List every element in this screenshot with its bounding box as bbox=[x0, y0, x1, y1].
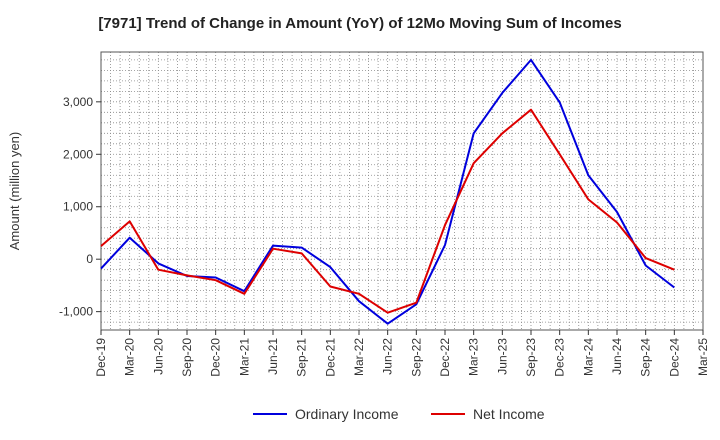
x-tick-label: Sep-20 bbox=[180, 338, 194, 377]
legend: Ordinary Income Net Income bbox=[253, 406, 545, 422]
x-tick-label: Dec-20 bbox=[209, 338, 223, 377]
y-axis-label: Amount (million yen) bbox=[7, 132, 22, 251]
series-line-0 bbox=[100, 58, 675, 325]
y-tick-label: 3,000 bbox=[63, 95, 93, 109]
x-tick-label: Sep-21 bbox=[295, 338, 309, 377]
x-tick-label: Jun-20 bbox=[151, 338, 165, 375]
x-tick-label: Mar-21 bbox=[237, 338, 251, 376]
y-tick-label: 1,000 bbox=[63, 200, 93, 214]
x-tick-label: Jun-23 bbox=[495, 338, 509, 375]
series-line-1 bbox=[100, 108, 675, 314]
x-tick-label: Mar-23 bbox=[467, 338, 481, 376]
x-tick-label: Jun-24 bbox=[610, 338, 624, 375]
x-tick-label: Dec-19 bbox=[94, 338, 108, 377]
x-tick-label: Dec-21 bbox=[323, 338, 337, 377]
x-tick-label: Dec-22 bbox=[438, 338, 452, 377]
x-axis-ticks: Dec-19 Mar-20 Jun-20 Sep-20 Dec-20 Mar-21 Jun-… bbox=[94, 330, 710, 377]
y-axis-ticks: -1,000 0 1,000 2,000 3,000 bbox=[59, 95, 101, 319]
x-tick-label: Jun-22 bbox=[381, 338, 395, 375]
y-tick-label: 0 bbox=[86, 252, 93, 266]
chart-title: [7971] Trend of Change in Amount (YoY) o… bbox=[98, 15, 622, 32]
x-tick-label: Mar-25 bbox=[696, 338, 710, 376]
plot-area-frame bbox=[100, 51, 704, 331]
x-tick-label: Sep-24 bbox=[639, 338, 653, 377]
x-tick-label: Mar-22 bbox=[352, 338, 366, 376]
x-tick-label: Sep-22 bbox=[409, 338, 423, 377]
x-tick-label: Mar-24 bbox=[581, 338, 595, 376]
x-tick-label: Sep-23 bbox=[524, 338, 538, 377]
y-tick-label: 2,000 bbox=[63, 147, 93, 161]
x-tick-label: Dec-24 bbox=[667, 338, 681, 377]
legend-label-1: Net Income bbox=[473, 406, 545, 422]
y-tick-label: -1,000 bbox=[59, 305, 93, 319]
x-tick-label: Jun-21 bbox=[266, 338, 280, 375]
x-tick-label: Mar-20 bbox=[123, 338, 137, 376]
series-lines bbox=[100, 58, 675, 325]
legend-label-0: Ordinary Income bbox=[295, 406, 399, 422]
x-tick-label: Dec-23 bbox=[553, 338, 567, 377]
grid-lines bbox=[101, 52, 703, 330]
